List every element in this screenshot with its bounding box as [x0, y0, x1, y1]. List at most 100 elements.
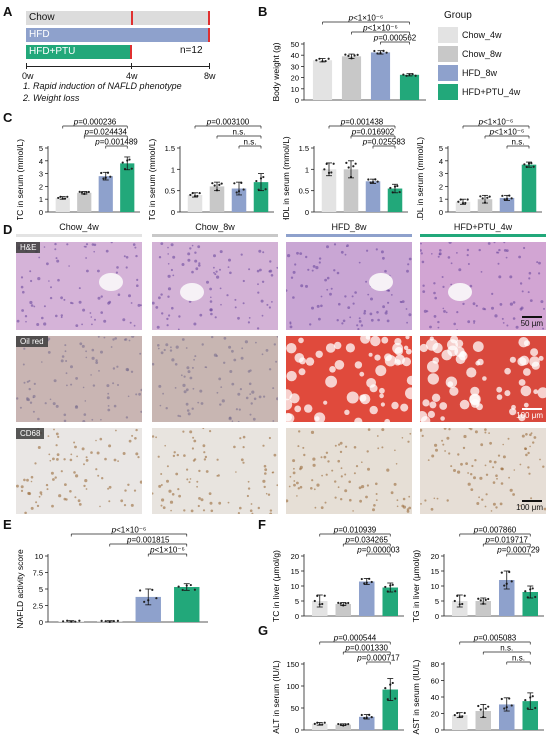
- bar: [451, 715, 468, 730]
- p-value-label: p=0.034265: [345, 536, 389, 545]
- data-point: [347, 723, 350, 726]
- p-value-label: p=0.024434: [84, 128, 128, 137]
- data-point: [116, 619, 119, 623]
- histo-col-bar-chow8w: [152, 234, 278, 237]
- data-point: [151, 588, 154, 591]
- data-point: [391, 681, 394, 685]
- data-point: [189, 583, 192, 587]
- histo-col-title-hfd8w: HFD_8w: [331, 222, 367, 232]
- y-tick-label: 5: [39, 585, 43, 594]
- data-point: [503, 584, 506, 587]
- ptu-marker-4w: [130, 45, 132, 59]
- data-point: [531, 695, 534, 698]
- y-tick-label: 20: [291, 74, 299, 83]
- data-point: [327, 57, 330, 60]
- histo-col-title-chow4w: Chow_4w: [59, 222, 99, 232]
- stain-label: CD68: [16, 428, 45, 439]
- data-point: [398, 190, 401, 194]
- data-point: [363, 582, 366, 585]
- tissue-texture: [152, 242, 278, 330]
- y-tick-label: 40: [431, 693, 439, 702]
- data-point: [78, 619, 81, 622]
- data-point: [339, 602, 342, 605]
- timeline-axis: [26, 66, 210, 67]
- data-point: [347, 54, 350, 57]
- data-point: [389, 186, 392, 190]
- p-value-label: p=0.001330: [345, 644, 389, 653]
- tissue-texture: [420, 336, 546, 422]
- tissue-texture: [152, 428, 278, 514]
- data-point: [510, 704, 513, 707]
- p-value-label: p<1×10⁻⁶: [478, 118, 514, 127]
- data-point: [373, 49, 376, 53]
- y-axis-label: TG in liver (μmol/g): [411, 550, 421, 623]
- bar: [311, 723, 328, 730]
- histology-tile: [152, 336, 278, 422]
- bar: [451, 601, 468, 616]
- data-point: [57, 196, 60, 200]
- y-axis-label: TC in liver (μmol/g): [271, 550, 281, 622]
- bar: [455, 201, 471, 212]
- data-point: [193, 588, 196, 591]
- data-point: [332, 162, 335, 165]
- data-point: [112, 619, 115, 623]
- data-point: [481, 197, 484, 200]
- bar: [522, 592, 539, 616]
- data-point: [233, 182, 236, 185]
- data-point: [453, 599, 456, 603]
- y-tick-label: 0.5: [165, 187, 175, 196]
- timeline-panel: Chow HFD HFD+PTU n=12 0w 4w 8w 1. Rapid …: [22, 8, 226, 108]
- data-point: [477, 597, 480, 600]
- y-tick-label: 150: [286, 660, 299, 669]
- chow-bar: Chow: [26, 11, 210, 25]
- y-tick-label: 40: [291, 51, 299, 60]
- data-point: [486, 196, 489, 199]
- tissue-texture: [420, 242, 545, 330]
- data-point: [313, 722, 316, 725]
- y-tick-label: 30: [291, 62, 299, 71]
- data-point: [360, 577, 363, 581]
- y-tick-label: 2: [439, 182, 443, 191]
- data-point: [262, 175, 265, 179]
- bar: [382, 689, 399, 730]
- p-value-label: p<1×10⁻⁶: [149, 546, 185, 555]
- data-point: [360, 713, 363, 717]
- data-point: [384, 585, 387, 589]
- y-tick-label: 60: [431, 677, 439, 686]
- y-tick-label: 1: [171, 165, 175, 174]
- chow-bar-label: Chow: [29, 12, 55, 23]
- data-point: [370, 716, 373, 719]
- nafld-score-chart: 0 2.5 5 7.5 10 NAFLD activity score p<1×10⁻⁶p=…: [15, 526, 208, 629]
- ptu-bar-label: HFD+PTU: [29, 46, 76, 57]
- data-point: [181, 588, 184, 592]
- data-point: [524, 590, 527, 593]
- bar: [387, 188, 403, 212]
- data-point: [102, 177, 105, 180]
- data-point: [414, 74, 417, 77]
- panel-label-d: D: [3, 222, 13, 237]
- tissue-texture: [286, 428, 412, 513]
- histology-tile: [152, 242, 278, 330]
- data-point: [396, 184, 399, 188]
- hfd-bar: HFD: [26, 28, 210, 42]
- scale-label: 100 μm: [516, 503, 543, 512]
- data-point: [213, 184, 216, 187]
- data-point: [391, 583, 394, 586]
- data-point: [356, 53, 359, 56]
- p-value-label: p=0.000717: [356, 654, 400, 663]
- histology-tile: 50 μm: [420, 242, 546, 330]
- tick-label-8w: 8w: [204, 71, 216, 81]
- bar: [321, 169, 337, 212]
- p-value-label: p=0.000236: [73, 118, 117, 127]
- p-value-label: p=0.000562: [373, 34, 417, 43]
- y-tick-label: 7.5: [33, 569, 43, 578]
- data-point: [344, 53, 347, 56]
- histo-col-title-ptu4w: HFD+PTU_4w: [453, 222, 513, 232]
- histo-col-bar-hfd8w: [286, 234, 412, 237]
- ldl-serum-chart: 0 1 2 3 4 5 LDL in serum (mmol/L) p<1×10⁻⁶p<1×1…: [415, 118, 542, 220]
- data-point: [347, 601, 350, 605]
- histology-tile: CD68: [16, 428, 142, 514]
- p-value-label: p<1×10⁻⁶: [111, 526, 147, 535]
